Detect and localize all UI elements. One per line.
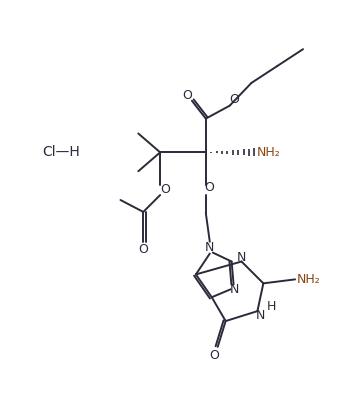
Text: O: O — [182, 89, 192, 102]
Text: NH₂: NH₂ — [297, 273, 321, 286]
Text: N: N — [205, 241, 214, 254]
Text: N: N — [230, 283, 239, 296]
Text: O: O — [230, 93, 239, 106]
Text: Cl—H: Cl—H — [42, 145, 80, 159]
Text: NH₂: NH₂ — [256, 146, 280, 159]
Text: O: O — [138, 243, 148, 256]
Text: N: N — [256, 308, 265, 322]
Text: O: O — [204, 181, 214, 194]
Text: O: O — [209, 349, 219, 362]
Text: H: H — [267, 300, 276, 313]
Text: N: N — [237, 251, 246, 264]
Text: O: O — [160, 183, 170, 196]
